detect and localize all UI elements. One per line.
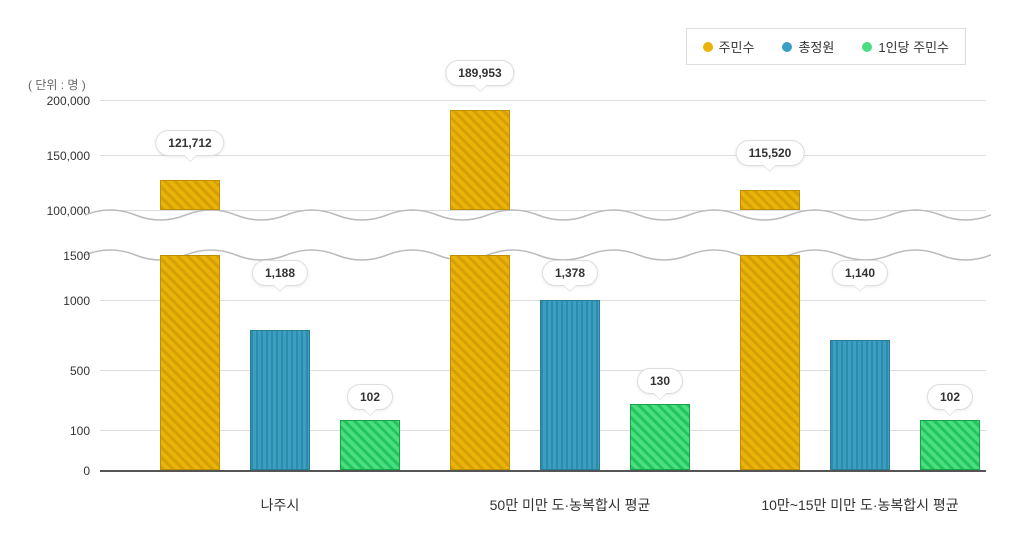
value-badge-yellow-1: 121,712 xyxy=(155,130,224,156)
value-badge-blue-2: 1,378 xyxy=(542,260,598,286)
bar-yellow-lower-1 xyxy=(160,255,220,470)
bar-yellow-lower-3 xyxy=(740,255,800,470)
bar-yellow-lower-2 xyxy=(450,255,510,470)
legend-item-staff: 총정원 xyxy=(782,37,834,56)
ytick-100: 100 xyxy=(45,424,90,438)
ytick-150k: 150,000 xyxy=(25,149,90,163)
value-badge-green-1: 102 xyxy=(347,384,393,410)
ytick-0: 0 xyxy=(45,464,90,478)
gridline-150k xyxy=(100,155,986,156)
ytick-500: 500 xyxy=(45,364,90,378)
bar-yellow-upper-2 xyxy=(450,110,510,210)
ytick-1500: 1500 xyxy=(45,249,90,263)
ytick-200k: 200,000 xyxy=(25,94,90,108)
legend-item-residents: 주민수 xyxy=(703,37,755,56)
bar-yellow-upper-3 xyxy=(740,190,800,210)
bar-blue-1 xyxy=(250,330,310,470)
legend: 주민수 총정원 1인당 주민수 xyxy=(686,28,966,65)
bar-yellow-upper-1 xyxy=(160,180,220,210)
legend-label-staff: 총정원 xyxy=(798,37,834,56)
value-badge-blue-3: 1,140 xyxy=(832,260,888,286)
bar-green-2 xyxy=(630,404,690,470)
value-badge-green-3: 102 xyxy=(927,384,973,410)
chart-container: 주민수 총정원 1인당 주민수 ( 단위 : 명 ) 200,000 150,0… xyxy=(0,0,1026,538)
legend-dot-green xyxy=(862,42,872,52)
legend-item-percapita: 1인당 주민수 xyxy=(862,37,949,56)
unit-label: ( 단위 : 명 ) xyxy=(28,76,86,93)
bar-blue-3 xyxy=(830,340,890,470)
value-badge-yellow-2: 189,953 xyxy=(445,60,514,86)
axis-break-upper xyxy=(85,205,991,225)
bar-green-1 xyxy=(340,420,400,470)
value-badge-yellow-3: 115,520 xyxy=(736,140,805,166)
x-label-3: 10만~15만 미만 도·농복합시 평균 xyxy=(761,495,958,515)
ytick-1000: 1000 xyxy=(45,294,90,308)
value-badge-green-2: 130 xyxy=(637,368,683,394)
legend-dot-blue xyxy=(782,42,792,52)
value-badge-blue-1: 1,188 xyxy=(252,260,308,286)
legend-label-residents: 주민수 xyxy=(719,37,755,56)
baseline xyxy=(100,470,986,472)
legend-dot-yellow xyxy=(703,42,713,52)
x-label-2: 50만 미만 도·농복합시 평균 xyxy=(490,495,651,515)
ytick-100k: 100,000 xyxy=(25,204,90,218)
bar-blue-2 xyxy=(540,300,600,470)
legend-label-percapita: 1인당 주민수 xyxy=(878,37,949,56)
bar-green-3 xyxy=(920,420,980,470)
gridline-200k xyxy=(100,100,986,101)
x-label-1: 나주시 xyxy=(261,495,300,515)
